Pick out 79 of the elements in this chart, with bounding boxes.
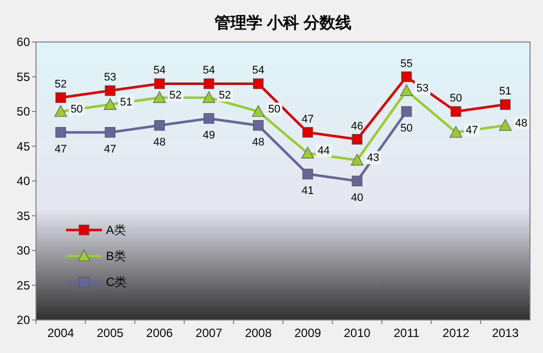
x-tick-label: 2012	[442, 326, 470, 340]
data-label: 40	[350, 192, 364, 204]
y-tick-label: 55	[16, 70, 30, 84]
point	[450, 106, 462, 117]
point	[301, 146, 314, 158]
data-label: 52	[54, 78, 67, 91]
data-label: 41	[302, 185, 314, 198]
y-tick-label: 25	[16, 278, 30, 292]
data-label: 54	[252, 64, 264, 77]
x-tick-label: 2007	[196, 326, 223, 340]
x-tick-label: 2004	[47, 326, 74, 340]
data-label: 52	[218, 90, 232, 102]
point	[352, 134, 362, 145]
data-label: 47	[104, 143, 116, 156]
point	[499, 119, 512, 131]
data-label: 50	[268, 104, 280, 116]
y-tick-label: 60	[16, 35, 30, 49]
data-label: 47	[54, 143, 67, 156]
data-label: 52	[169, 90, 182, 102]
data-label: 48	[153, 136, 166, 148]
data-label: 55	[400, 58, 413, 70]
point	[154, 120, 165, 131]
point	[401, 106, 412, 117]
point	[350, 154, 364, 166]
point	[450, 126, 462, 138]
data-label: 43	[366, 152, 380, 164]
y-tick-label: 50	[16, 104, 30, 118]
data-label: 54	[202, 64, 216, 77]
x-tick-label: 2009	[294, 326, 322, 340]
point	[401, 71, 412, 82]
point	[302, 168, 313, 180]
data-label: 51	[120, 96, 132, 109]
x-tick-label: 2008	[244, 326, 272, 340]
legend-label: A类	[106, 223, 126, 237]
point	[500, 99, 511, 110]
y-tick-label: 30	[16, 244, 30, 258]
data-label: 50	[450, 92, 462, 104]
data-label: 48	[515, 117, 528, 130]
x-tick-label: 2005	[96, 326, 124, 340]
point	[253, 78, 264, 89]
point	[104, 127, 116, 138]
y-tick-label: 40	[16, 174, 30, 188]
point	[302, 127, 313, 138]
data-label: 54	[153, 64, 166, 77]
point	[400, 84, 413, 96]
chart-title: 管理学 小科 分数线	[214, 14, 352, 32]
point	[153, 91, 166, 103]
data-label: 50	[400, 122, 413, 134]
point	[204, 113, 214, 124]
data-label: 44	[318, 145, 330, 158]
data-label: 53	[104, 72, 116, 84]
legend-label: B类	[106, 249, 126, 263]
data-label: 47	[302, 113, 314, 126]
point	[55, 127, 66, 138]
point	[204, 78, 214, 89]
data-label: 49	[202, 129, 216, 142]
x-tick-label: 2013	[492, 326, 519, 340]
point	[55, 92, 66, 103]
data-label: 50	[70, 104, 83, 116]
point	[252, 105, 265, 117]
data-label: 51	[499, 86, 512, 98]
point	[202, 91, 216, 103]
point	[54, 105, 67, 117]
y-tick-label: 35	[16, 208, 30, 223]
y-tick-label: 20	[16, 313, 30, 327]
point	[104, 85, 116, 96]
point	[104, 98, 116, 110]
data-label: 48	[252, 136, 264, 148]
data-label: 46	[350, 120, 364, 132]
y-tick-label: 45	[16, 139, 30, 154]
x-tick-label: 2011	[394, 326, 420, 340]
point	[253, 120, 264, 131]
data-label: 53	[416, 82, 429, 95]
point	[154, 78, 165, 89]
data-label: 47	[466, 124, 478, 136]
legend-label: C类	[106, 275, 127, 289]
x-tick-label: 2006	[146, 326, 174, 340]
point	[352, 176, 362, 186]
x-tick-label: 2010	[344, 326, 371, 340]
